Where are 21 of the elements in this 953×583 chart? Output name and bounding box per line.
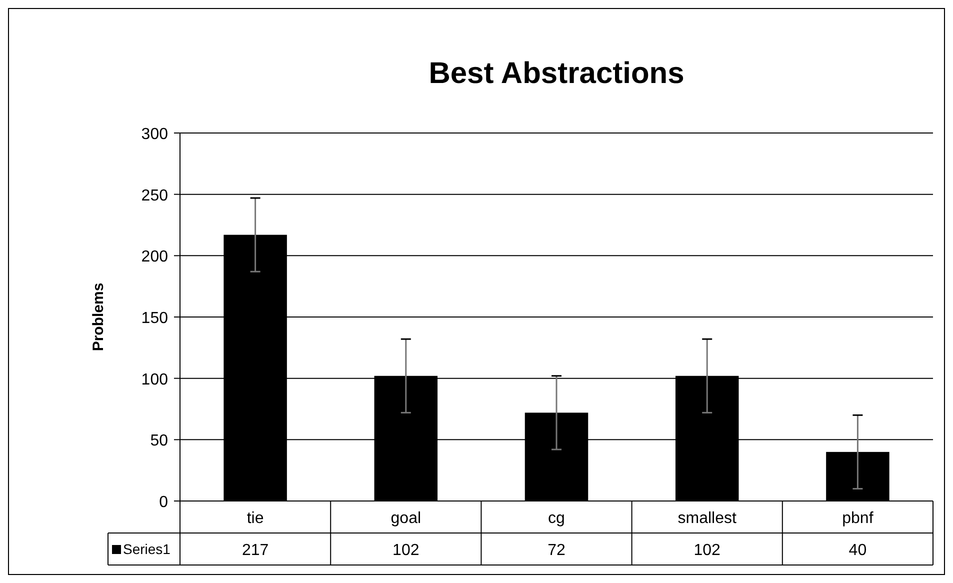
y-tick-label: 300 — [141, 126, 168, 143]
x-tick-label: smallest — [678, 510, 737, 527]
x-tick-label: cg — [548, 510, 565, 527]
y-tick-label: 250 — [141, 187, 168, 204]
data-label: 102 — [392, 542, 420, 559]
y-axis-title: Problems — [90, 282, 107, 352]
data-label: 40 — [848, 542, 867, 559]
x-tick-label: tie — [246, 510, 264, 527]
y-tick-label: 0 — [159, 494, 168, 511]
bar — [826, 452, 890, 501]
x-tick-label: goal — [390, 510, 422, 527]
x-tick-label: pbnf — [842, 510, 874, 527]
y-tick-label: 50 — [150, 432, 168, 450]
y-tick-label: 100 — [141, 371, 168, 388]
legend-label: Series1 — [123, 541, 171, 557]
y-tick-label: 200 — [141, 248, 168, 266]
y-tick-label: 150 — [141, 310, 168, 327]
chart-title: Best Abstractions — [428, 57, 684, 90]
data-label: 102 — [694, 542, 721, 559]
data-label: 72 — [548, 542, 566, 559]
data-label: 217 — [242, 542, 269, 559]
